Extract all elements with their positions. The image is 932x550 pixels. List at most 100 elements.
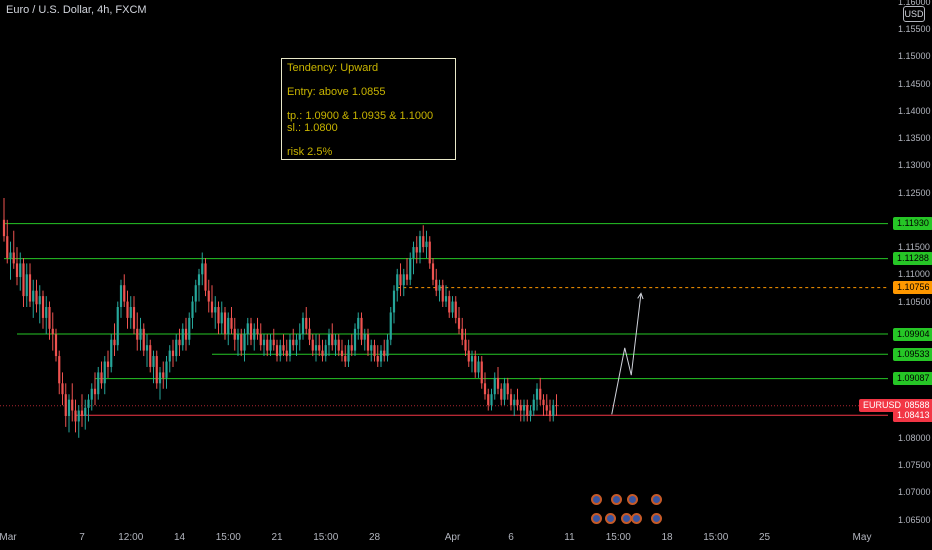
candle-body xyxy=(119,285,123,308)
candle-body xyxy=(272,339,275,346)
candle-body xyxy=(243,334,246,351)
y-tick-label: 1.07500 xyxy=(898,460,931,471)
candle-body xyxy=(77,410,80,422)
candle-body xyxy=(532,399,535,411)
candle-body xyxy=(188,317,191,340)
candle-body xyxy=(435,279,438,291)
candle-body xyxy=(321,350,324,357)
candle-body xyxy=(74,410,77,422)
candle-body xyxy=(97,372,100,395)
event-marker-1[interactable] xyxy=(591,494,602,505)
candle-body xyxy=(210,301,214,313)
event-marker-2[interactable] xyxy=(611,494,622,505)
y-tick-label: 1.07000 xyxy=(898,487,931,498)
candle-body xyxy=(87,399,90,408)
risk-text: risk 2.5% xyxy=(287,146,333,158)
entry-price-tag: 1.10756 xyxy=(893,281,932,295)
candle-body xyxy=(347,345,350,362)
candle-body xyxy=(438,285,441,291)
candle-body xyxy=(12,252,15,264)
candle-body xyxy=(519,405,522,411)
candle-body xyxy=(19,263,22,278)
candle-body xyxy=(444,296,448,302)
candle-body xyxy=(233,328,236,340)
candle-body xyxy=(223,312,227,335)
candle-body xyxy=(84,407,87,417)
candle-body xyxy=(350,345,353,351)
candle-body xyxy=(470,356,474,362)
candle-body xyxy=(409,257,412,280)
candle-body xyxy=(360,317,363,340)
candle-body xyxy=(327,334,331,346)
x-tick-label: 14 xyxy=(173,532,186,543)
level-price-tag: 1.09904 xyxy=(893,327,932,341)
candle-body xyxy=(236,334,240,340)
x-tick-label: May xyxy=(852,532,872,543)
entry-text: Entry: above 1.0855 xyxy=(287,86,386,98)
candle-body xyxy=(555,405,558,407)
candle-body xyxy=(123,285,126,302)
candle-body xyxy=(506,383,509,395)
candle-body xyxy=(422,236,425,248)
event-marker-3[interactable] xyxy=(627,494,638,505)
x-tick-label: 7 xyxy=(79,532,85,543)
candle-body xyxy=(201,263,204,275)
y-tick-label: 1.14500 xyxy=(898,78,931,89)
candle-body xyxy=(357,317,360,329)
candle-body xyxy=(314,345,318,351)
x-tick-label: 25 xyxy=(758,532,771,543)
candle-body xyxy=(80,410,84,417)
candle-body xyxy=(256,328,259,335)
candle-body xyxy=(58,356,61,384)
chart-title: Euro / U.S. Dollar, 4h, FXCM xyxy=(6,4,147,16)
candle-body xyxy=(126,301,129,318)
candle-body xyxy=(513,399,516,406)
candle-body xyxy=(45,307,48,318)
event-marker-5[interactable] xyxy=(591,513,602,524)
candle-body xyxy=(383,350,386,357)
candle-body xyxy=(370,345,373,351)
candle-body xyxy=(496,377,500,389)
candle-body xyxy=(311,339,314,351)
candle-body xyxy=(155,356,158,384)
candle-body xyxy=(474,356,477,373)
candle-body xyxy=(191,301,194,318)
candle-body xyxy=(308,328,311,340)
candle-body xyxy=(337,339,340,351)
currency-button[interactable]: USD xyxy=(903,6,925,22)
candle-body xyxy=(175,339,178,357)
candle-body xyxy=(158,372,162,384)
y-tick-label: 1.12500 xyxy=(898,187,931,198)
event-marker-8[interactable] xyxy=(631,513,642,524)
candle-body xyxy=(41,296,45,318)
candle-body xyxy=(35,290,38,305)
candle-body xyxy=(331,334,334,346)
candle-body xyxy=(220,312,223,324)
y-tick-label: 1.15500 xyxy=(898,24,931,35)
candle-body xyxy=(493,377,496,395)
candle-body xyxy=(318,345,321,351)
candle-body xyxy=(529,410,532,417)
candle-body xyxy=(461,328,464,340)
candle-body xyxy=(32,290,35,302)
x-tick-label: 18 xyxy=(661,532,673,543)
projection-path xyxy=(611,293,642,415)
candle-body xyxy=(15,263,19,278)
projection-arrow xyxy=(611,292,644,415)
candle-body xyxy=(64,394,67,417)
candle-body xyxy=(448,296,451,313)
x-tick-label: Apr xyxy=(444,532,461,543)
event-marker-6[interactable] xyxy=(605,513,616,524)
trade-info-box[interactable]: Tendency: Upward Entry: above 1.0855 tp.… xyxy=(281,58,456,160)
candle-body xyxy=(162,372,165,378)
event-marker-9[interactable] xyxy=(651,513,662,524)
candle-body xyxy=(285,350,288,357)
candle-body xyxy=(194,285,197,302)
candle-body xyxy=(178,339,181,346)
candle-body xyxy=(295,339,298,346)
x-tick-label: 15:00 xyxy=(215,532,241,543)
candle-body xyxy=(103,361,106,384)
event-marker-4[interactable] xyxy=(651,494,662,505)
candle-body xyxy=(113,339,116,346)
